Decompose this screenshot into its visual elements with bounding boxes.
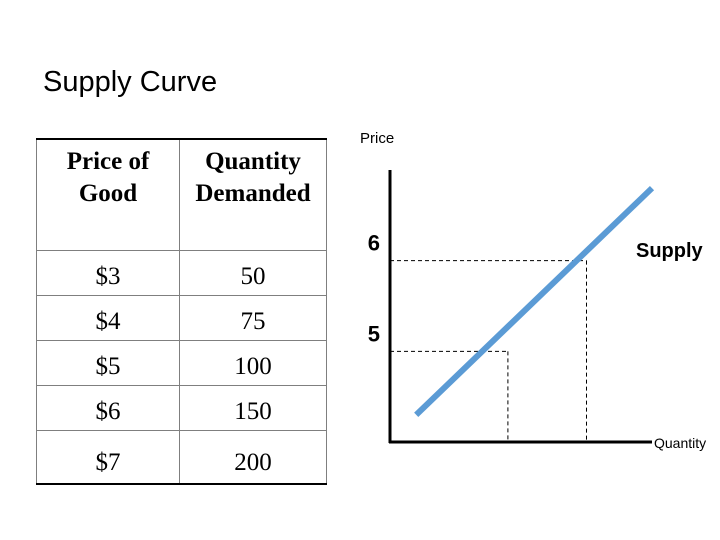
chart-plot-area: 5 6 Supply [368, 170, 704, 444]
header-quantity-line-1: Quantity [205, 148, 301, 175]
table-row: $3 50 [36, 250, 327, 296]
table-row: $7 200 [36, 430, 327, 484]
y-axis-label: Price [360, 130, 394, 147]
quantity-cell: 200 [179, 430, 327, 484]
header-price-line-1: Price of [66, 148, 150, 175]
price-cell: $4 [36, 295, 180, 341]
quantity-cell: 100 [179, 340, 327, 386]
price-cell: $6 [36, 385, 180, 431]
supply-series-line [414, 185, 655, 417]
supply-schedule-table: Price of Good Quantity Demanded $3 50 $4… [36, 138, 327, 485]
header-quantity-demanded: Quantity Demanded [179, 138, 327, 251]
header-price-of-good: Price of Good [36, 138, 180, 251]
table-row: $4 75 [36, 295, 327, 341]
price-cell: $5 [36, 340, 180, 386]
y-tick-label: 5 [368, 321, 380, 346]
price-cell: $3 [36, 250, 180, 296]
x-axis-label: Quantity [654, 435, 706, 451]
table-row: $5 100 [36, 340, 327, 386]
header-quantity-line-2: Demanded [195, 180, 311, 207]
series-label-supply: Supply [636, 240, 704, 262]
y-tick-label: 6 [368, 231, 380, 256]
quantity-cell: 50 [179, 250, 327, 296]
quantity-cell: 150 [179, 385, 327, 431]
quantity-cell: 75 [179, 295, 327, 341]
table-row: $6 150 [36, 385, 327, 431]
table-header-row: Price of Good Quantity Demanded [36, 138, 327, 251]
header-price-line-2: Good [78, 180, 138, 207]
price-cell: $7 [36, 430, 180, 484]
slide-title: Supply Curve [43, 66, 218, 98]
